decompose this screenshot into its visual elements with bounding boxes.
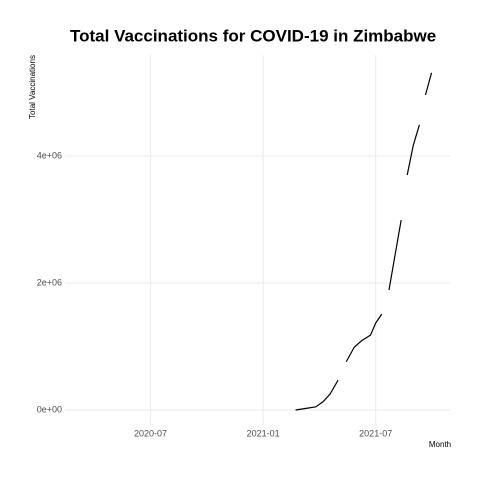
y-tick-label: 0e+00 — [37, 404, 62, 414]
y-tick-label: 4e+06 — [37, 150, 62, 160]
y-tick-label: 2e+06 — [37, 277, 62, 287]
x-tick-label: 2021-01 — [247, 428, 280, 438]
x-tick-label: 2021-07 — [359, 428, 392, 438]
line — [388, 220, 402, 291]
x-tick-label: 2020-07 — [134, 428, 167, 438]
line — [345, 313, 383, 363]
line — [295, 379, 339, 411]
x-axis-label: Month — [429, 440, 451, 449]
y-axis-label: Total Vaccinations — [28, 55, 37, 119]
line — [406, 124, 420, 176]
line — [424, 72, 433, 96]
chart-title: Total Vaccinations for COVID-19 in Zimba… — [70, 26, 436, 45]
